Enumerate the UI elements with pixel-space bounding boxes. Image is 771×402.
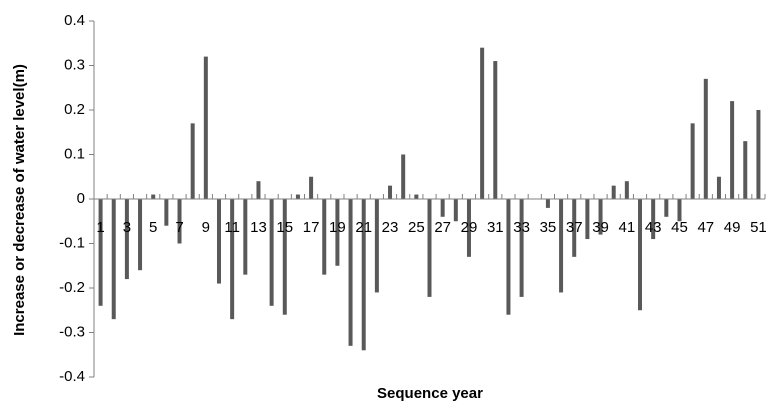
bar	[677, 199, 682, 222]
bar	[598, 199, 603, 235]
x-tick-label: 21	[355, 219, 372, 236]
x-axis-line	[93, 194, 766, 200]
bar	[111, 199, 116, 320]
y-tick-label: -0.3	[59, 323, 85, 340]
bar	[651, 199, 656, 240]
bar	[585, 199, 590, 240]
x-tick-label: 25	[408, 219, 425, 236]
y-tick-label: 0.1	[64, 145, 85, 162]
bar	[138, 199, 143, 271]
bar	[164, 199, 169, 226]
bar	[690, 123, 695, 199]
x-tick-label: 37	[566, 219, 583, 236]
x-axis-title: Sequence year	[377, 385, 483, 402]
bar	[427, 199, 432, 297]
x-tick-label: 51	[750, 219, 767, 236]
x-tick-label: 41	[619, 219, 636, 236]
bar	[216, 199, 221, 284]
y-tick-label: -0.2	[59, 279, 85, 296]
bar	[572, 199, 577, 257]
bar	[203, 56, 208, 199]
x-tick-label: 23	[382, 219, 399, 236]
bar	[453, 199, 458, 222]
bar	[282, 199, 287, 315]
y-tick-label: 0.3	[64, 56, 85, 73]
x-tick-label: 17	[303, 219, 320, 236]
bar	[624, 181, 629, 199]
y-tick-label: -0.1	[59, 234, 85, 251]
bar	[335, 199, 340, 266]
x-axis-ticks: 1 3 5 7 9 11 13 15 17 19 21 23 25 27 29 31 33 35 37 39 41 43 4…	[96, 219, 766, 236]
x-tick-label: 47	[697, 219, 714, 236]
bar	[703, 78, 708, 199]
bar	[322, 199, 327, 275]
x-tick-label: 11	[224, 219, 240, 236]
x-tick-label: 35	[540, 219, 557, 236]
bar	[506, 199, 511, 315]
y-tick-label: 0.4	[64, 12, 85, 29]
bar	[190, 123, 195, 199]
bar	[611, 185, 616, 199]
bar	[124, 199, 129, 280]
x-tick-label: 19	[329, 219, 346, 236]
x-tick-label: 5	[149, 219, 157, 236]
x-tick-label: 15	[276, 219, 293, 236]
bar	[414, 194, 419, 199]
bar	[716, 176, 721, 199]
bar	[98, 199, 103, 306]
x-tick-label: 27	[434, 219, 451, 236]
y-axis-ticks: 0.4 0.3 0.2 0.1 0 -0.1 -0.2 -0.3 -0.4	[59, 12, 94, 385]
bar	[295, 194, 300, 199]
bar	[361, 199, 366, 351]
bar	[493, 61, 498, 199]
bar	[243, 199, 248, 275]
bar	[519, 199, 524, 297]
bar	[374, 199, 379, 293]
x-tick-label: 39	[592, 219, 609, 236]
x-tick-label: 31	[487, 219, 504, 236]
x-tick-label: 45	[671, 219, 688, 236]
bar	[230, 199, 235, 320]
bars	[98, 47, 761, 351]
bar	[730, 101, 735, 199]
bar	[664, 199, 669, 217]
x-tick-label: 7	[175, 219, 183, 236]
bar	[256, 181, 261, 199]
y-tick-label: -0.4	[59, 368, 85, 385]
x-tick-label: 49	[724, 219, 741, 236]
bar	[348, 199, 353, 346]
x-tick-label: 1	[96, 219, 104, 236]
bar	[269, 199, 274, 306]
bar	[466, 199, 471, 257]
bar	[177, 199, 182, 244]
bar	[480, 47, 485, 200]
bar	[743, 141, 748, 199]
x-tick-label: 33	[513, 219, 530, 236]
bar	[309, 176, 314, 199]
x-tick-label: 9	[202, 219, 210, 236]
bar	[388, 185, 393, 199]
bar	[545, 199, 550, 208]
y-tick-label: 0.2	[64, 101, 85, 118]
x-tick-label: 43	[645, 219, 662, 236]
bar	[151, 194, 156, 199]
bar	[756, 110, 761, 199]
x-tick-label: 29	[461, 219, 478, 236]
bar	[559, 199, 564, 293]
x-tick-label: 13	[250, 219, 267, 236]
bar	[401, 154, 406, 199]
x-tick-label: 3	[123, 219, 131, 236]
bar	[638, 199, 643, 311]
bar	[440, 199, 445, 217]
y-axis-title: Increase or decrease of water level(m)	[11, 64, 28, 336]
y-tick-label: 0	[77, 190, 85, 207]
